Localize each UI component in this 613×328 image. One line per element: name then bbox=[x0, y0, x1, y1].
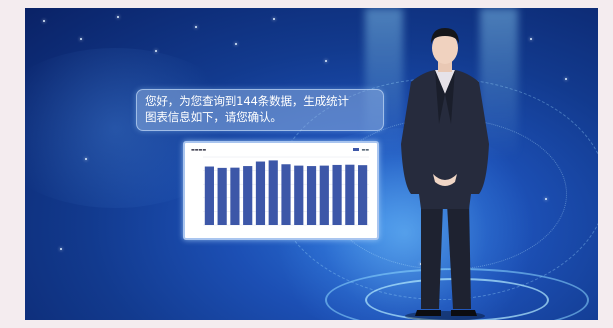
legend-swatch bbox=[353, 148, 360, 151]
chart-bar bbox=[204, 166, 214, 225]
star bbox=[195, 26, 197, 28]
chart-card: ▬▬▬▬ ▬▬ bbox=[183, 141, 379, 240]
chart-bar bbox=[243, 166, 253, 225]
star bbox=[80, 38, 82, 40]
star bbox=[273, 18, 275, 20]
star bbox=[565, 78, 567, 80]
star bbox=[85, 158, 87, 160]
bar-chart bbox=[203, 156, 369, 226]
chart-bar bbox=[217, 167, 227, 225]
star bbox=[325, 60, 327, 62]
star bbox=[60, 248, 62, 250]
chart-bar bbox=[319, 165, 329, 225]
chart-bar bbox=[281, 164, 291, 225]
star bbox=[235, 43, 237, 45]
chart-bar bbox=[230, 167, 240, 225]
chart-bar bbox=[268, 160, 278, 225]
legend-text: ▬▬ bbox=[361, 147, 369, 152]
star bbox=[117, 16, 119, 18]
chart-bar bbox=[332, 164, 342, 225]
speech-bubble-text: 您好，为您查询到144条数据，生成统计 图表信息如下，请您确认。 bbox=[145, 94, 349, 124]
chart-legend: ▬▬ bbox=[353, 147, 369, 152]
chart-bar bbox=[294, 165, 304, 225]
chart-bar bbox=[255, 161, 266, 225]
star bbox=[155, 50, 157, 52]
chart-bar bbox=[345, 164, 355, 225]
chart-bar bbox=[358, 165, 368, 225]
star bbox=[43, 20, 45, 22]
speech-bubble: 您好，为您查询到144条数据，生成统计 图表信息如下，请您确认。 bbox=[136, 89, 384, 131]
star bbox=[530, 38, 532, 40]
chart-title: ▬▬▬▬ bbox=[191, 147, 207, 152]
chart-bars bbox=[204, 160, 368, 225]
chart-bar bbox=[306, 166, 317, 225]
digital-presenter bbox=[401, 28, 489, 320]
star bbox=[545, 198, 547, 200]
video-frame: 您好，为您查询到144条数据，生成统计 图表信息如下，请您确认。 ▬▬▬▬ ▬▬ bbox=[25, 8, 598, 320]
